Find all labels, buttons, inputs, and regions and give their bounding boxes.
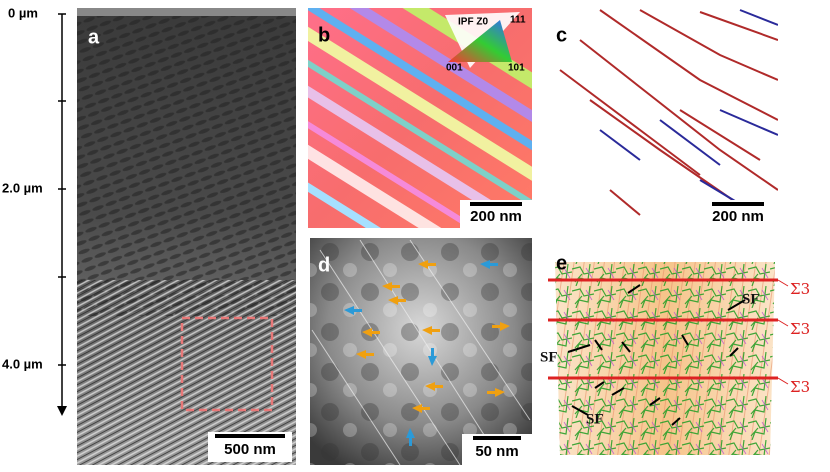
scale-bar-label: 50 nm <box>475 443 518 460</box>
arrows <box>356 260 510 413</box>
panel-label: e <box>556 252 567 274</box>
depth-axis: 0 µm 2.0 µm 4.0 µm <box>2 5 67 416</box>
sigma-label: Σ3 <box>790 280 810 298</box>
scale-bar-label: 200 nm <box>470 208 522 225</box>
scale-bar-label: 500 nm <box>224 441 276 458</box>
panel-label: a <box>88 26 100 48</box>
sigma-label: Σ3 <box>790 378 810 396</box>
annotation: SF <box>742 291 760 307</box>
legend-corner: 111 <box>510 15 526 26</box>
panel-b: IPF Z0 111 001 101 b 200 nm <box>308 8 532 228</box>
panel-d: d 50 nm <box>310 238 532 466</box>
depth-label: 0 µm <box>8 5 38 20</box>
panel-label: d <box>318 254 330 276</box>
legend-title: IPF Z0 <box>458 17 488 28</box>
legend-corner: 001 <box>446 63 463 74</box>
annotation: SF <box>540 349 558 365</box>
panel-label: b <box>318 24 330 46</box>
panel-label: c <box>556 24 567 46</box>
panel-c: c 200 nm <box>548 8 778 228</box>
annotation: SF <box>586 411 604 427</box>
panel-a: a 500 nm <box>77 8 296 465</box>
depth-label: 2.0 µm <box>2 180 43 195</box>
scale-bar-label: 200 nm <box>712 208 764 225</box>
legend-corner: 101 <box>508 63 525 74</box>
depth-label: 4.0 µm <box>2 356 43 371</box>
sigma-label: Σ3 <box>790 320 810 338</box>
panel-e: e SF SF SF Σ3 Σ3 Σ3 <box>540 238 810 465</box>
